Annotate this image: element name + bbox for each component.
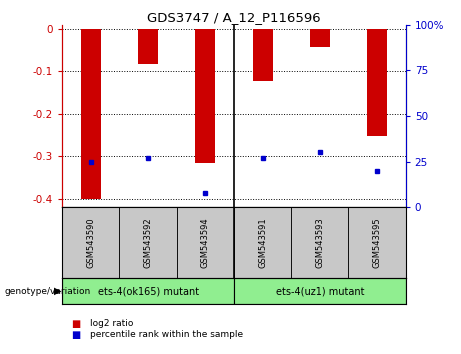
- Text: percentile rank within the sample: percentile rank within the sample: [90, 330, 243, 339]
- Bar: [195, 29, 215, 162]
- Text: GSM543594: GSM543594: [201, 217, 210, 268]
- Text: ets-4(uz1) mutant: ets-4(uz1) mutant: [276, 286, 364, 296]
- Bar: [291, 207, 349, 278]
- Bar: [234, 278, 406, 304]
- Text: GSM543595: GSM543595: [372, 217, 382, 268]
- Bar: [138, 29, 158, 64]
- Bar: [349, 207, 406, 278]
- Text: GSM543592: GSM543592: [143, 217, 153, 268]
- Title: GDS3747 / A_12_P116596: GDS3747 / A_12_P116596: [147, 11, 321, 24]
- Text: GSM543593: GSM543593: [315, 217, 325, 268]
- Text: ■: ■: [71, 330, 81, 339]
- Text: GSM543591: GSM543591: [258, 217, 267, 268]
- Bar: [310, 29, 330, 47]
- Bar: [253, 29, 272, 81]
- Text: ▶: ▶: [54, 286, 61, 296]
- Text: log2 ratio: log2 ratio: [90, 319, 133, 329]
- Bar: [62, 207, 119, 278]
- Text: ets-4(ok165) mutant: ets-4(ok165) mutant: [98, 286, 199, 296]
- Bar: [367, 29, 387, 136]
- Bar: [81, 29, 101, 199]
- Bar: [234, 207, 291, 278]
- Bar: [177, 207, 234, 278]
- Text: genotype/variation: genotype/variation: [5, 287, 91, 296]
- Bar: [119, 207, 177, 278]
- Text: ■: ■: [71, 319, 81, 329]
- Text: GSM543590: GSM543590: [86, 217, 95, 268]
- Bar: [62, 278, 234, 304]
